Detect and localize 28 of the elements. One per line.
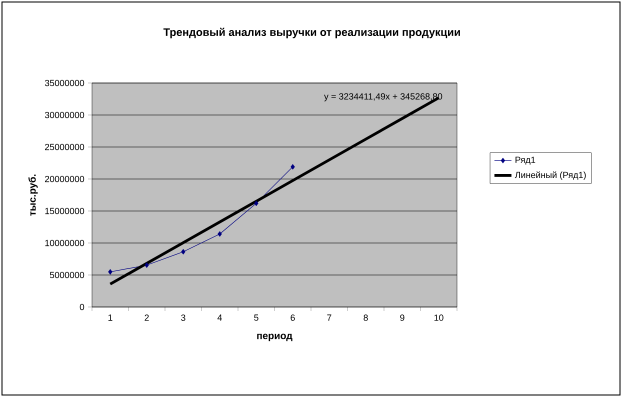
x-tick-label: 7: [327, 314, 332, 321]
point: [218, 231, 222, 237]
x-tick-label: 8: [364, 314, 368, 321]
point: [144, 262, 149, 268]
x-tick-label: 4: [217, 314, 222, 321]
point: [290, 164, 295, 170]
x-tick-label: 5: [254, 314, 258, 321]
x-tick-label: 1: [108, 314, 112, 321]
x-tick-label: 10: [434, 314, 444, 321]
y-tick-label: 10000000: [45, 240, 84, 246]
y-tick-label: 0: [80, 304, 84, 310]
x-axis-title: период: [257, 334, 292, 342]
x-tick-label: 3: [181, 314, 186, 321]
y-tick-label: 30000000: [44, 112, 84, 118]
y-axis-title: тыс.руб.: [28, 174, 38, 216]
point: [108, 269, 112, 275]
point: [254, 200, 258, 206]
x-tick-label: 2: [144, 314, 149, 321]
y-tick-label: 35000000: [44, 80, 84, 86]
y-tick-label: 5000000: [50, 272, 84, 278]
y-tick-label: 20000000: [45, 176, 84, 182]
y-tick-label: 15000000: [45, 208, 84, 214]
chart-title: Трендовый анализ выручки от реализации продукции: [163, 28, 460, 38]
x-tick-label: 6: [290, 314, 295, 321]
legend-label: Ряд1: [516, 156, 536, 165]
x-tick-label: 9: [400, 314, 404, 321]
legend-label: Линейный (Ряд1): [514, 171, 586, 180]
y-tick-label: 25000000: [45, 144, 84, 150]
